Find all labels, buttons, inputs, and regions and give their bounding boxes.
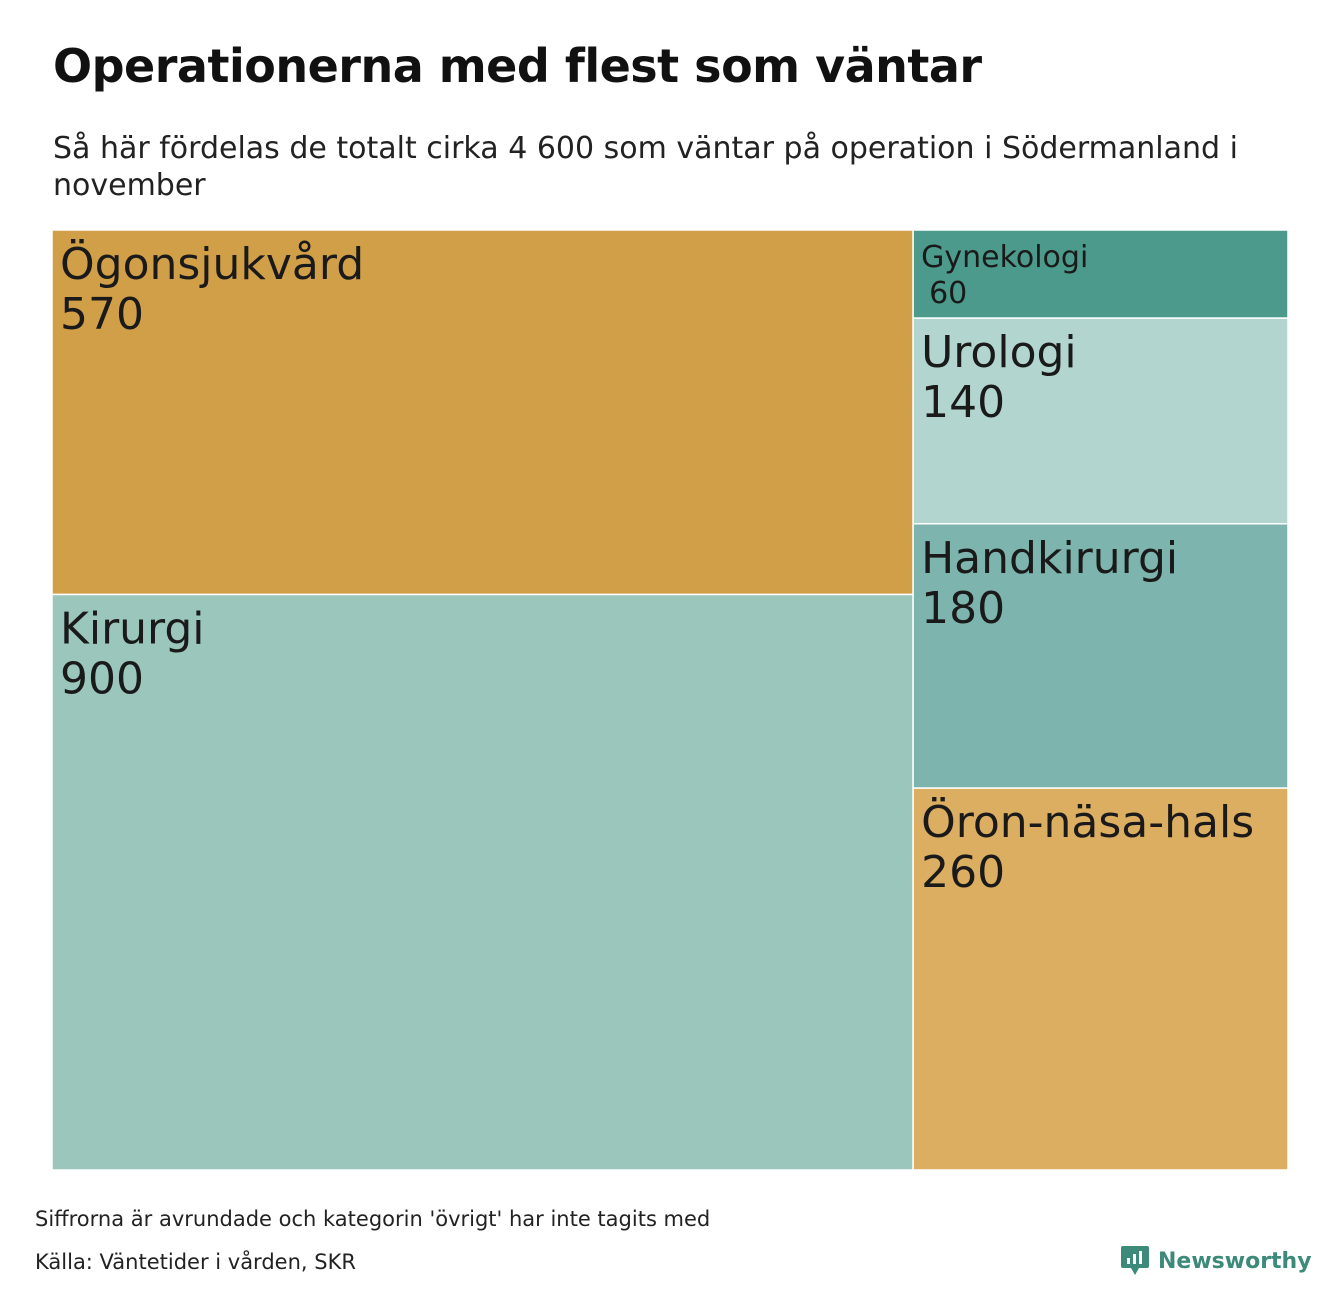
treemap-label: Ögonsjukvård <box>60 238 364 290</box>
treemap-value: 140 <box>921 377 1005 428</box>
treemap-label: Gynekologi <box>921 240 1088 275</box>
treemap-rect <box>912 523 1289 789</box>
footnote: Siffrorna är avrundade och kategorin 'öv… <box>35 1207 711 1231</box>
treemap-rect <box>912 787 1289 1171</box>
chart-subtitle: Så här fördelas de totalt cirka 4 600 so… <box>53 131 1238 203</box>
source-note: Källa: Väntetider i vården, SKR <box>35 1250 356 1274</box>
treemap-value: 570 <box>60 289 144 340</box>
treemap-label: Öron-näsa-hals <box>921 796 1254 848</box>
treemap-label: Kirurgi <box>60 603 205 654</box>
treemap-label: Urologi <box>921 327 1077 378</box>
treemap-value: 60 <box>929 276 967 311</box>
chart-title: Operationerna med flest som väntar <box>53 39 982 93</box>
newsworthy-logo-icon <box>1121 1246 1149 1275</box>
treemap-value: 180 <box>921 583 1005 634</box>
treemap-label: Handkirurgi <box>921 533 1178 584</box>
treemap-value: 900 <box>60 653 144 704</box>
treemap-rect <box>51 593 914 1171</box>
brand-name: Newsworthy <box>1158 1248 1312 1274</box>
treemap-value: 260 <box>921 847 1005 898</box>
brand-logo[interactable]: Newsworthy <box>1120 1244 1312 1278</box>
